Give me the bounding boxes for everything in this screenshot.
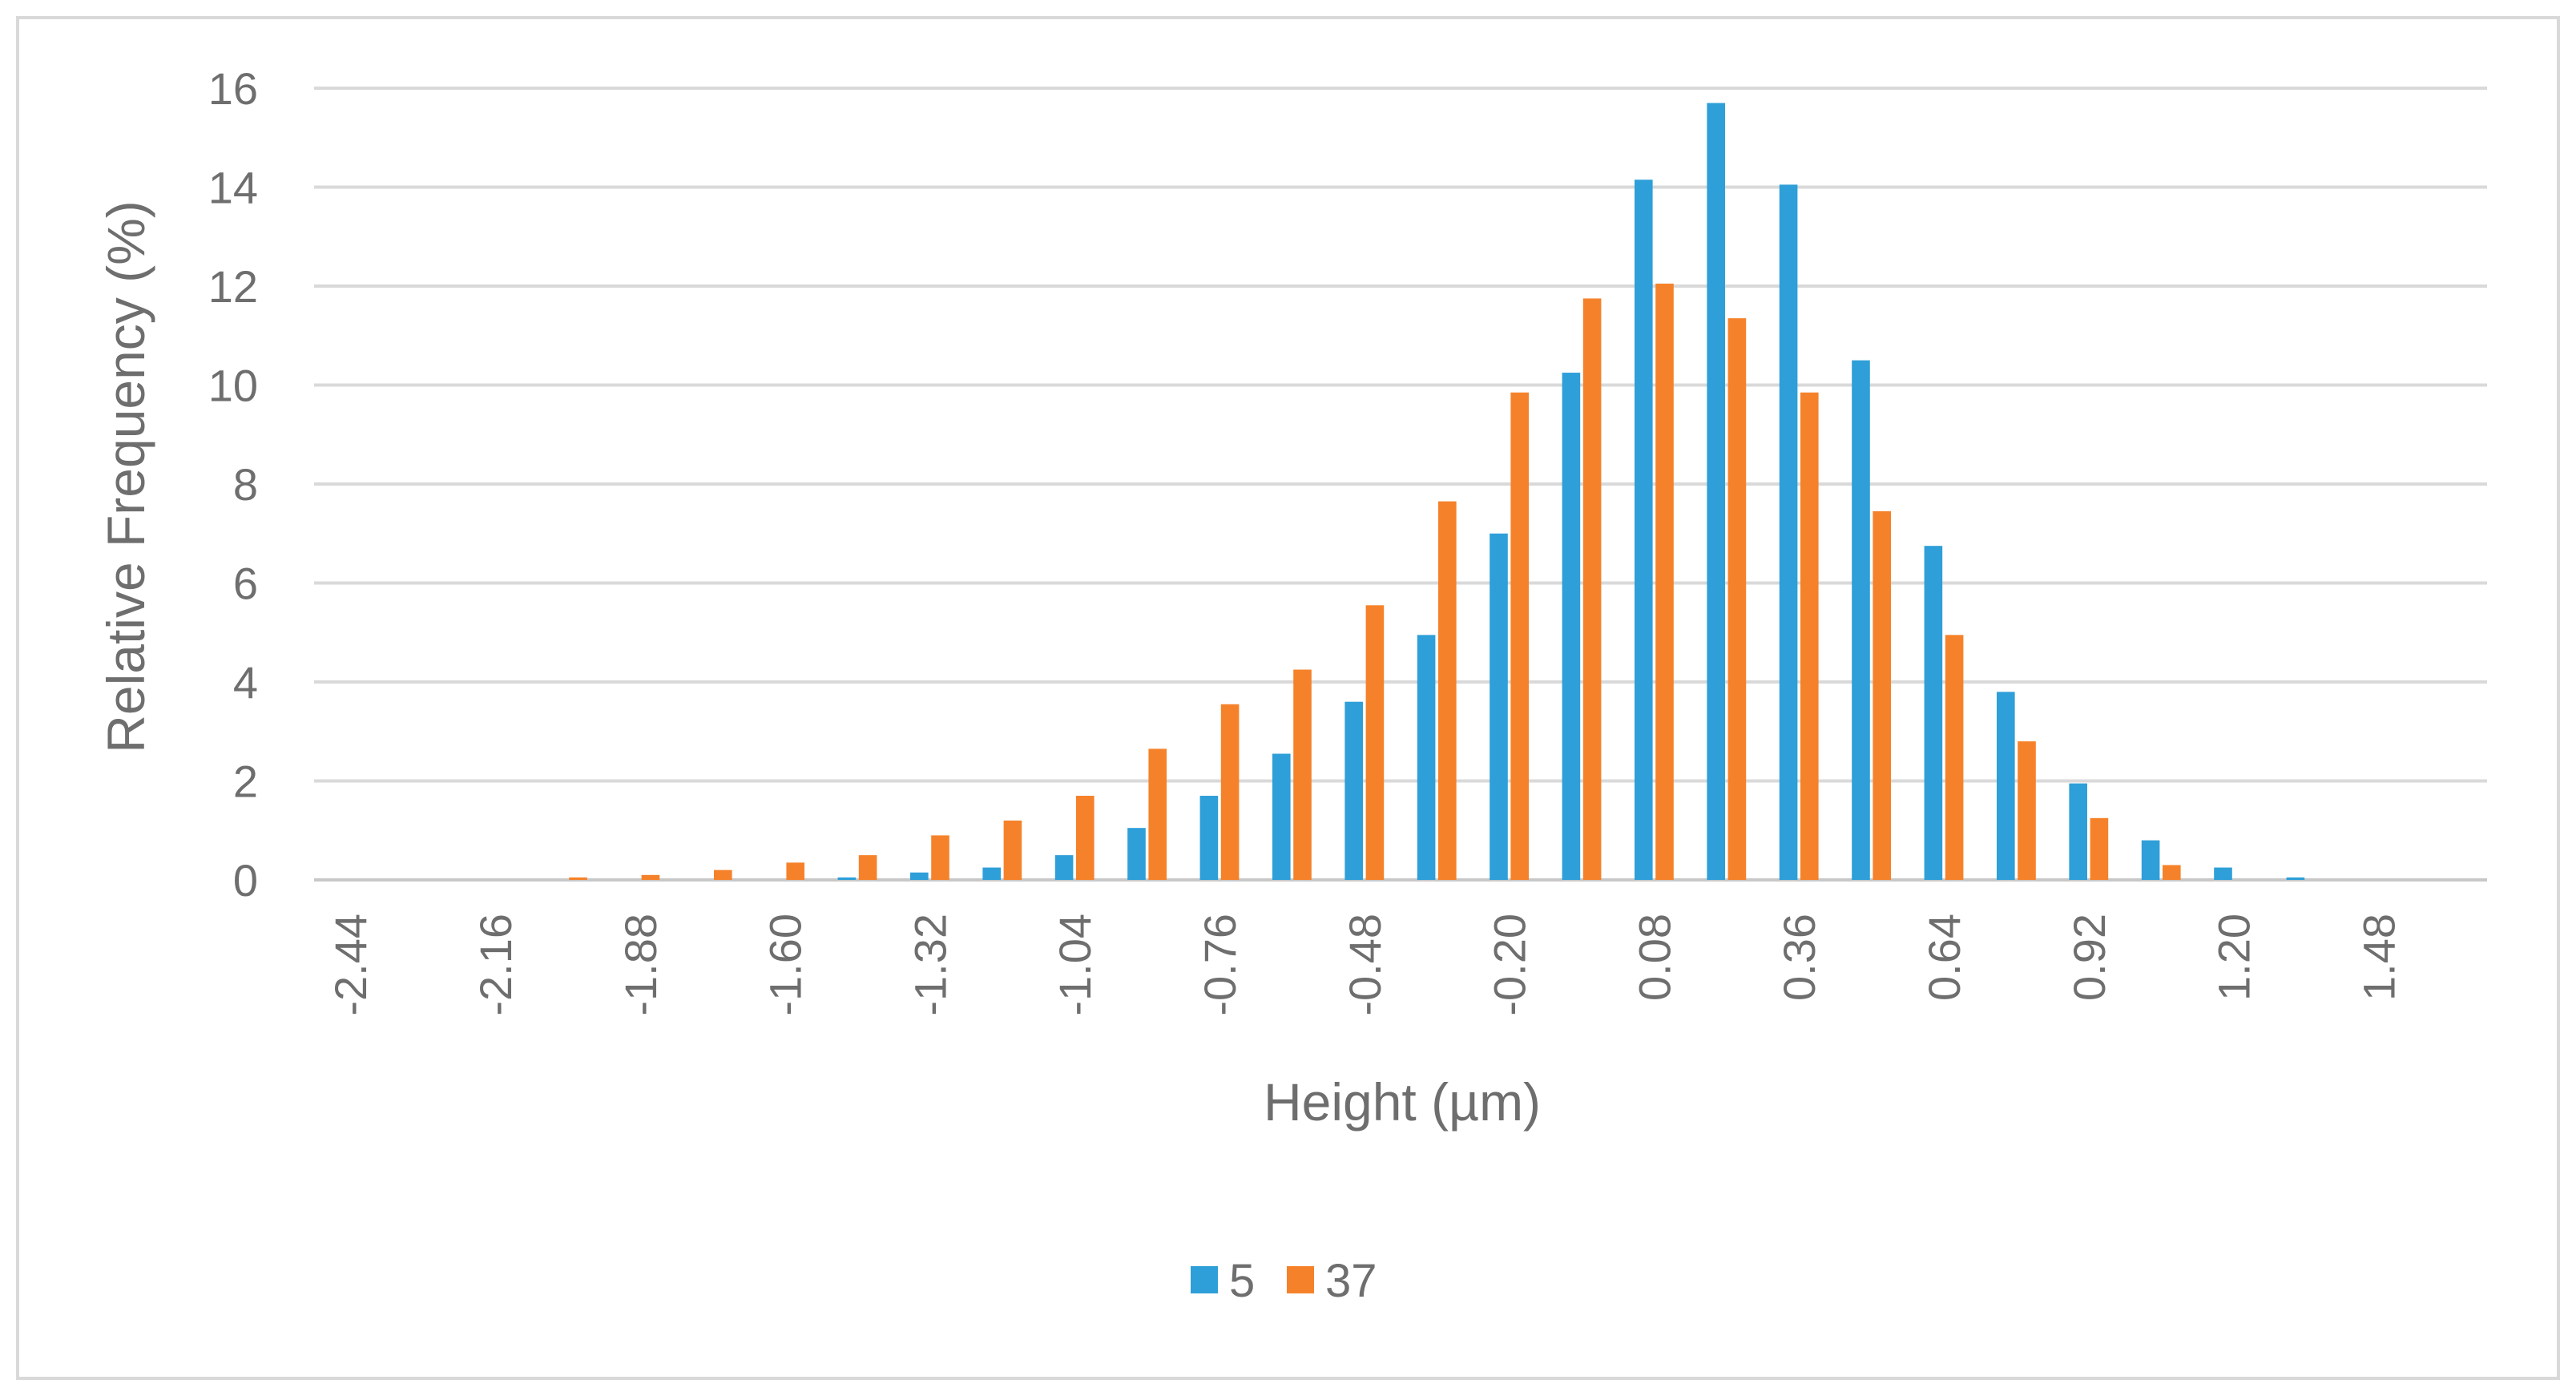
bar-series-5 [1199, 796, 1219, 880]
x-axis-ticks: -2.44 -2.16 -1.88 -1.60 -1.32 -1.04 -0.76 -0.48… [325, 914, 2404, 1016]
x-tick-label: 1.20 [2209, 914, 2260, 1001]
gridlines [314, 87, 2487, 882]
bar-series-5 [1344, 701, 1363, 880]
bar-series-5 [982, 867, 1001, 880]
bar-series-37 [2018, 741, 2036, 880]
chart-border [16, 16, 2560, 1380]
bar-series-5 [1417, 635, 1436, 880]
bar-series-5 [2214, 867, 2232, 880]
bar-series-37 [1365, 605, 1385, 880]
bar-series-37 [1655, 283, 1674, 881]
bar-series-5 [1562, 373, 1581, 880]
bar-series-37 [2163, 865, 2181, 880]
x-tick-label: -0.76 [1195, 914, 1245, 1016]
y-tick-label: 12 [208, 261, 258, 312]
bar-series-37 [1873, 510, 1892, 880]
bar-series-37 [641, 874, 660, 880]
bar-series-5 [1272, 753, 1291, 880]
bar-series-37 [1727, 318, 1747, 880]
y-tick-label: 16 [208, 63, 258, 114]
x-axis-title: Height (µm) [1264, 1072, 1541, 1132]
legend-label: 37 [1325, 1255, 1377, 1307]
x-tick-label: 0.92 [2064, 914, 2114, 1001]
y-tick-label: 2 [233, 757, 258, 807]
y-tick-label: 8 [233, 459, 258, 510]
bar-series-37 [1800, 392, 1819, 880]
y-tick-label: 14 [208, 163, 258, 213]
x-tick-label: -2.16 [470, 914, 521, 1016]
x-tick-label: -1.88 [615, 914, 666, 1016]
bar-series-5 [1852, 360, 1870, 880]
legend-label: 5 [1229, 1255, 1255, 1307]
bar-series-5 [1054, 855, 1074, 880]
bar-series-37 [858, 855, 877, 880]
y-axis-ticks: 0 2 4 6 8 10 12 14 16 [208, 63, 258, 906]
y-tick-label: 10 [208, 361, 258, 411]
bar-series-5 [837, 877, 857, 880]
bar-series-5 [2069, 783, 2087, 880]
bar-series-5 [1924, 546, 1943, 880]
x-tick-label: -2.44 [325, 914, 376, 1016]
bars [569, 103, 2305, 881]
bar-series-5 [1779, 184, 1798, 881]
x-tick-label: -1.32 [905, 914, 955, 1016]
bar-series-37 [2090, 817, 2109, 880]
x-tick-label: -1.04 [1050, 914, 1100, 1016]
bar-series-37 [714, 869, 732, 880]
x-tick-label: 0.64 [1919, 914, 1969, 1001]
bar-series-37 [931, 835, 949, 880]
bar-series-5 [1634, 180, 1653, 881]
x-tick-label: -1.60 [760, 914, 811, 1016]
bar-series-5 [1996, 692, 2015, 880]
bar-series-5 [1490, 533, 1508, 880]
bar-series-37 [1003, 820, 1022, 880]
bar-series-37 [569, 877, 587, 880]
x-tick-label: 0.08 [1629, 914, 1679, 1001]
legend: 5 37 [1191, 1255, 1377, 1307]
y-tick-label: 0 [233, 855, 258, 906]
bar-series-37 [1220, 704, 1240, 880]
bar-series-5 [1127, 828, 1146, 880]
y-tick-label: 4 [233, 657, 258, 708]
legend-swatch-37 [1287, 1266, 1314, 1293]
x-tick-label: -0.48 [1340, 914, 1390, 1016]
x-tick-label: 1.48 [2353, 914, 2404, 1001]
x-tick-label: -0.20 [1485, 914, 1535, 1016]
bar-series-5 [2141, 840, 2160, 880]
bar-series-37 [1148, 748, 1167, 880]
bar-series-37 [1945, 635, 1964, 880]
x-tick-label: 0.36 [1774, 914, 1824, 1001]
bar-series-37 [1582, 298, 1602, 880]
y-tick-label: 6 [233, 559, 258, 609]
y-axis-title: Relative Frequency (%) [96, 200, 155, 753]
bar-series-37 [1510, 392, 1530, 880]
bar-series-37 [1438, 501, 1457, 880]
bar-series-37 [786, 862, 805, 880]
bar-series-5 [909, 872, 929, 880]
bar-series-5 [2286, 877, 2305, 880]
legend-swatch-5 [1191, 1266, 1218, 1293]
bar-series-37 [1076, 796, 1094, 880]
bar-series-37 [1293, 669, 1312, 880]
bar-series-5 [1707, 103, 1725, 880]
